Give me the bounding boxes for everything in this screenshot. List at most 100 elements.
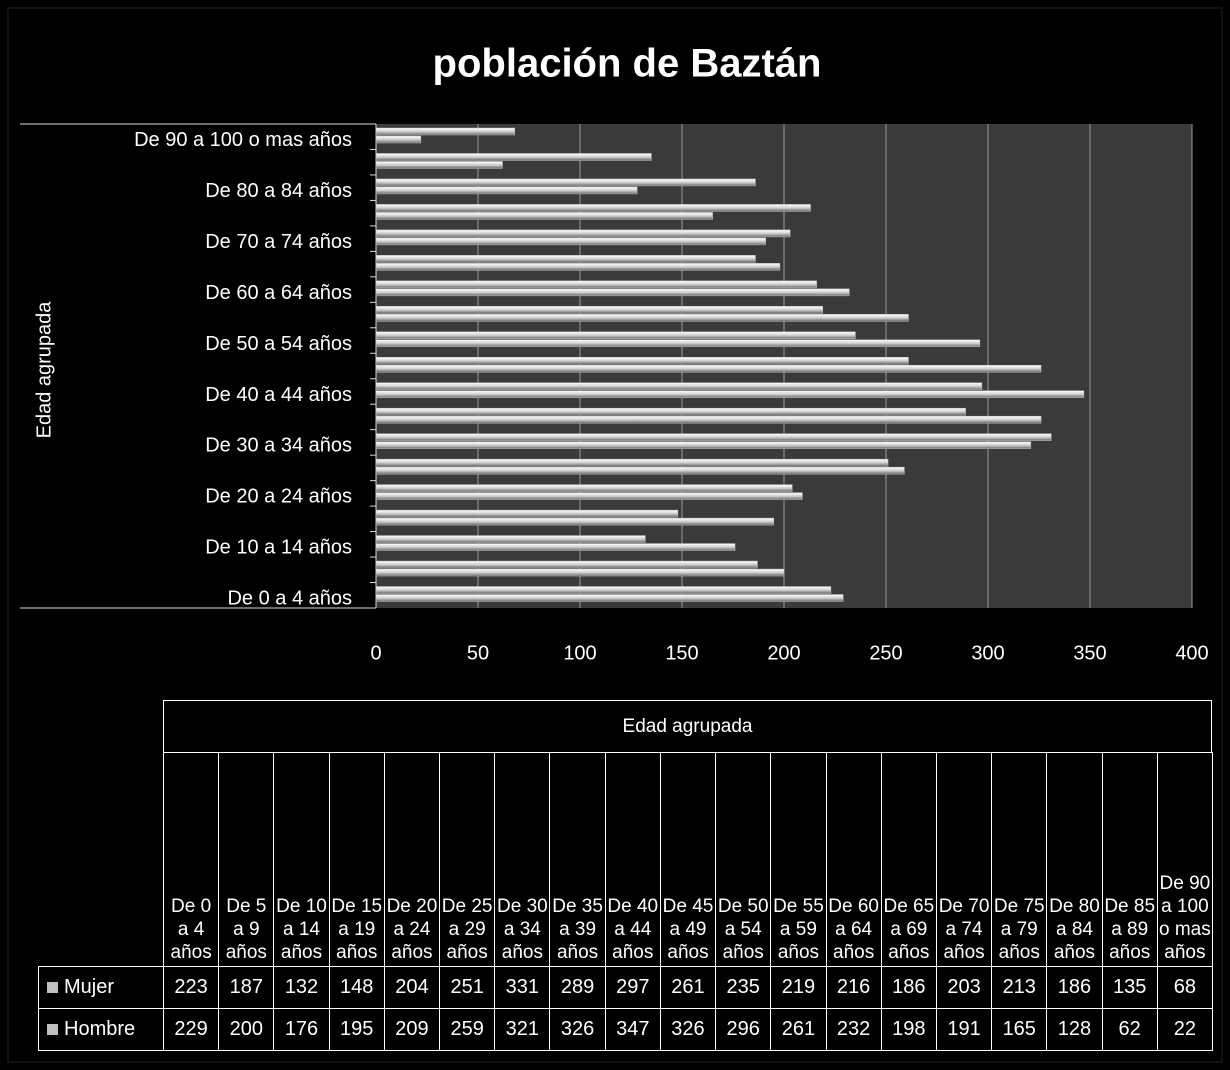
table-value: 176	[273, 1008, 330, 1051]
x-tick-label: 150	[665, 642, 698, 664]
table-value: 261	[659, 966, 717, 1009]
bar	[375, 441, 1032, 449]
column-header: De 60 a 64 años	[825, 752, 882, 967]
y-tick-label: De 0 a 4 años	[227, 588, 352, 610]
y-axis-title: Edad agrupada	[33, 301, 55, 439]
bar	[375, 237, 766, 246]
bar	[375, 153, 652, 161]
bar	[375, 314, 909, 322]
bar	[375, 161, 503, 169]
column-header: De 75 a 79 años	[991, 752, 1048, 967]
bar	[375, 458, 889, 467]
bar	[375, 382, 983, 390]
bar	[375, 415, 1042, 424]
y-tick-label: De 70 a 74 años	[205, 231, 352, 253]
table-value: 297	[604, 966, 661, 1009]
bar	[375, 543, 736, 551]
column-header: De 55 a 59 años	[770, 752, 827, 967]
column-header: De 20 a 24 años	[383, 752, 441, 967]
table-value: 223	[163, 966, 220, 1009]
table-value: 187	[218, 966, 275, 1009]
table-value: 165	[991, 1008, 1048, 1051]
bar	[375, 186, 638, 195]
bar	[375, 594, 844, 602]
table-value: 135	[1101, 966, 1158, 1009]
table-value: 216	[825, 966, 882, 1009]
bar	[375, 306, 824, 314]
x-tick-label: 100	[563, 642, 596, 664]
x-tick-label: 300	[971, 642, 1004, 664]
table-value: 251	[439, 966, 496, 1009]
bar	[375, 466, 905, 475]
legend-key	[47, 982, 58, 993]
legend-entry: Hombre	[38, 1008, 164, 1051]
column-header: De 5 a 9 años	[218, 752, 275, 967]
legend-label: Hombre	[64, 1018, 136, 1040]
bar	[375, 127, 515, 136]
table-value: 259	[439, 1008, 496, 1051]
bar	[375, 509, 679, 518]
bar	[375, 517, 775, 526]
y-tick-label: De 60 a 64 años	[205, 282, 352, 304]
table-value: 68	[1156, 966, 1213, 1009]
y-tick-label: De 80 a 84 años	[205, 180, 352, 202]
column-header: De 70 a 74 años	[935, 752, 993, 967]
table-value: 128	[1046, 1008, 1103, 1051]
bar	[375, 178, 756, 187]
x-tick-label: 50	[467, 642, 489, 664]
table-value: 229	[163, 1008, 220, 1051]
y-tick-label: De 20 a 24 años	[205, 486, 352, 508]
table-value: 186	[880, 966, 937, 1009]
bar	[375, 204, 811, 212]
y-tick-label: De 10 a 14 años	[205, 537, 352, 559]
table-value: 326	[549, 1008, 606, 1051]
column-header: De 30 a 34 años	[494, 752, 551, 967]
table-value: 22	[1156, 1008, 1213, 1051]
bar	[375, 535, 646, 543]
bar	[375, 255, 756, 263]
legend-label: Mujer	[64, 976, 115, 998]
bar	[375, 263, 781, 271]
chart-title: población de Baztán	[433, 42, 822, 86]
column-header: De 10 a 14 años	[273, 752, 330, 967]
table-value: 321	[494, 1008, 551, 1051]
table-value: 296	[715, 1008, 772, 1051]
column-header: De 85 a 89 años	[1101, 752, 1158, 967]
bar	[375, 492, 803, 500]
bar	[375, 586, 832, 594]
x-tick-label: 250	[869, 642, 902, 664]
table-value: 186	[1046, 966, 1103, 1009]
table-value: 213	[991, 966, 1048, 1009]
column-header: De 40 a 44 años	[604, 752, 661, 967]
table-header: Edad agrupada	[163, 700, 1212, 753]
column-header: De 45 a 49 años	[659, 752, 717, 967]
x-tick-label: 200	[767, 642, 800, 664]
y-tick-label: De 90 a 100 o mas años	[134, 129, 352, 151]
bar	[375, 135, 422, 144]
frame	[7, 7, 1223, 1063]
bar	[375, 560, 758, 569]
bar	[375, 229, 791, 238]
bar	[375, 390, 1085, 398]
y-tick-label: De 30 a 34 años	[205, 435, 352, 457]
bar	[375, 365, 1042, 373]
table-value: 132	[273, 966, 330, 1009]
table-value: 219	[770, 966, 827, 1009]
y-tick-label: De 40 a 44 años	[205, 384, 352, 406]
table-value: 200	[218, 1008, 275, 1051]
legend-key	[47, 1024, 58, 1035]
column-header: De 25 a 29 años	[439, 752, 496, 967]
table-value: 204	[383, 966, 441, 1009]
x-tick-label: 0	[370, 642, 381, 664]
table-value: 198	[880, 1008, 937, 1051]
table-value: 209	[383, 1008, 441, 1051]
bar	[375, 280, 817, 289]
bar	[375, 433, 1052, 441]
bar	[375, 288, 850, 297]
bar	[375, 407, 966, 416]
table-value: 331	[494, 966, 551, 1009]
table-value: 62	[1101, 1008, 1158, 1051]
table-value: 326	[659, 1008, 717, 1051]
table-value: 203	[935, 966, 993, 1009]
